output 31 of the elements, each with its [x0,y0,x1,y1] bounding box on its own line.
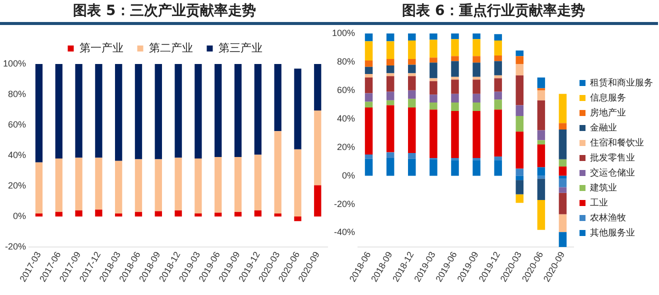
y-tick-label: 60% [337,84,356,95]
legend-label: 房地产业 [590,107,626,118]
legend-label: 工业 [590,197,608,208]
legend-label: 信息服务 [590,92,626,104]
legend-label: 交运仓储业 [590,167,635,178]
y-tick-label: 20% [337,142,356,152]
y-tick-label: 80% [8,88,26,99]
legend-label: 其他服务业 [590,227,635,238]
y-tick-label: 100% [332,28,356,38]
legend-label: 住宿和餐饮业 [590,137,644,148]
y-tick-label: -40% [334,227,356,238]
legend-label: 农林渔牧 [590,212,626,224]
chart-title: 图表 6：重点行业贡献率走势 [329,0,658,25]
y-tick-label: 0% [342,170,356,180]
y-tick-label: 20% [8,180,26,190]
y-tick-label: 80% [337,56,356,66]
y-tick-label: 0% [13,210,26,221]
y-tick-label: -20% [5,241,26,252]
y-tick-label: 40% [337,113,356,124]
legend-label: 批发零售业 [590,152,635,164]
y-tick-label: 100% [2,58,26,68]
legend-label: 租赁和商业服务 [590,77,653,88]
chart-title: 图表 5：三次产业贡献率走势 [0,0,329,25]
legend-label: 建筑业 [589,182,617,194]
legend-label: 第一产业 [79,41,124,54]
y-tick-label: -20% [334,198,356,209]
y-tick-label: 40% [8,150,26,160]
legend-label: 金融业 [590,122,617,134]
legend-label: 第三产业 [218,41,262,54]
legend-label: 第二产业 [148,41,193,54]
y-tick-label: 60% [8,119,26,130]
